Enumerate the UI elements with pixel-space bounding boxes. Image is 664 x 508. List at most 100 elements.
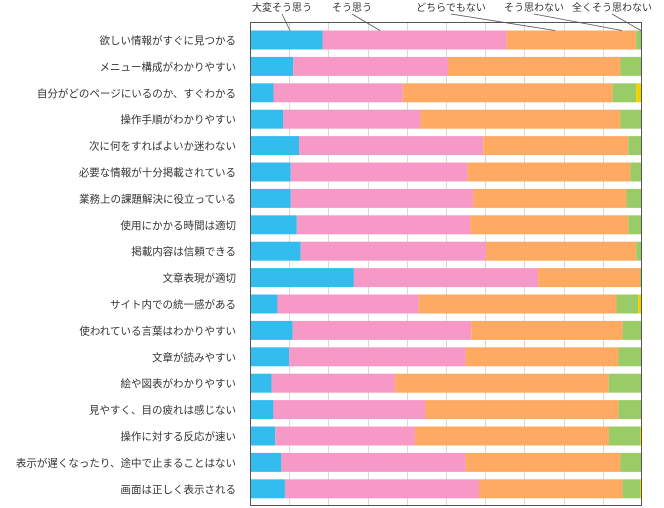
- bar-segment: [418, 294, 617, 314]
- bar-segment: [273, 83, 403, 103]
- bar-segment: [471, 320, 623, 340]
- bar-segment: [250, 452, 282, 472]
- bar-segment: [250, 400, 274, 420]
- category-label: 欲しい情報がすぐに見つかる: [100, 34, 237, 47]
- bar-segment: [300, 241, 486, 261]
- bar-segment: [271, 373, 396, 393]
- bar-segment: [250, 215, 297, 235]
- bar-segment: [506, 30, 637, 50]
- legend-label: どちらでもない: [416, 2, 486, 14]
- bar-segment: [250, 109, 284, 129]
- bar-segment: [636, 83, 642, 103]
- category-label: 次に何をすればよいか迷わない: [89, 140, 236, 153]
- bar-segment: [628, 215, 642, 235]
- category-label: 絵や図表がわかりやすい: [121, 377, 237, 390]
- bar-segment: [250, 347, 290, 367]
- legend-label: 全くそう思わない: [572, 1, 652, 14]
- bar-segment: [620, 109, 642, 129]
- category-label: 操作手順がわかりやすい: [121, 113, 237, 126]
- bar-segment: [250, 56, 294, 76]
- category-label: メニュー構成がわかりやすい: [100, 60, 237, 73]
- bar-segment: [284, 479, 479, 499]
- bar-segment: [420, 109, 621, 129]
- category-labels: 欲しい情報がすぐに見つかるメニュー構成がわかりやすい自分がどのページにいるのか、…: [16, 34, 236, 496]
- legend-leader-line: [450, 13, 556, 31]
- category-label: 文章表現が適切: [163, 272, 237, 285]
- bar-segment: [620, 452, 642, 472]
- bar-segment: [277, 294, 419, 314]
- bar-segment: [425, 400, 619, 420]
- bar-segment: [289, 347, 466, 367]
- bar-segment: [470, 215, 629, 235]
- bar-segment: [626, 188, 642, 208]
- bar-segment: [618, 400, 642, 420]
- bar-segment: [250, 373, 272, 393]
- category-label: 業務上の課題解決に役立っている: [79, 192, 236, 205]
- legend-leader-line: [611, 13, 642, 31]
- category-label: 使用にかかる時間は適切: [121, 219, 237, 232]
- legend-leader-line: [351, 13, 381, 31]
- gridlines: [289, 22, 604, 506]
- bar-segment: [478, 479, 623, 499]
- category-label: 画面は正しく表示される: [121, 483, 237, 496]
- bar-segment: [395, 373, 609, 393]
- bar-segment: [612, 83, 637, 103]
- bar-segment: [638, 294, 642, 314]
- bar-segment: [250, 83, 274, 103]
- category-label: 自分がどのページにいるのか、すぐわかる: [37, 87, 236, 100]
- bar-segment: [414, 426, 610, 446]
- legend: 大変そう思う そう思う どちらでもない そう思わない 全くそう思わない: [252, 1, 652, 31]
- bar-segment: [250, 241, 301, 261]
- bar-segment: [447, 56, 621, 76]
- category-label: 操作に対する反応が速い: [121, 430, 237, 443]
- bar-segment: [283, 109, 421, 129]
- bar-segment: [465, 347, 619, 367]
- legend-label: そう思わない: [504, 2, 564, 14]
- bar-segment: [281, 452, 466, 472]
- bar-segment: [290, 188, 474, 208]
- bar-segment: [485, 241, 637, 261]
- bar-segment: [250, 479, 285, 499]
- category-label: 見やすく、目の疲れは感じない: [89, 404, 236, 417]
- bar-segment: [628, 136, 642, 156]
- bar-segment: [620, 56, 642, 76]
- bar-segment: [275, 426, 415, 446]
- bar-segment: [465, 452, 621, 472]
- bar-segment: [467, 162, 631, 182]
- bar-segment: [538, 268, 641, 288]
- bar-segment: [608, 373, 642, 393]
- bar-segment: [250, 162, 291, 182]
- bar-segment: [636, 30, 642, 50]
- bar-segment: [622, 479, 641, 499]
- bar-segment: [622, 320, 642, 340]
- bar-segment: [293, 56, 448, 76]
- bar-segment: [250, 188, 291, 208]
- category-label: 掲載内容は信頼できる: [131, 245, 236, 258]
- bar-segment: [250, 136, 299, 156]
- plot-border: [250, 22, 642, 506]
- bar-segment: [483, 136, 629, 156]
- bar-segment: [473, 188, 627, 208]
- legend-leader-line: [281, 13, 291, 31]
- category-label: サイト内での統一感がある: [110, 298, 236, 311]
- category-label: 表示が遅くなったり、途中で止まることはない: [16, 456, 236, 469]
- bar-segment: [353, 268, 539, 288]
- legend-label: 大変そう思う: [252, 1, 312, 14]
- bar-segment: [250, 30, 323, 50]
- bar-segment: [322, 30, 507, 50]
- bar-segment: [290, 162, 468, 182]
- bar-segment: [636, 241, 642, 261]
- category-label: 文章が読みやすい: [152, 351, 236, 364]
- bar-segment: [299, 136, 484, 156]
- category-label: 使われている言葉はわかりやすい: [79, 324, 236, 337]
- bars: [250, 30, 642, 499]
- bar-segment: [250, 268, 354, 288]
- bar-segment: [630, 162, 642, 182]
- bar-segment: [402, 83, 613, 103]
- category-label: 必要な情報が十分掲載されている: [79, 166, 236, 179]
- bar-segment: [250, 320, 293, 340]
- bar-segment: [616, 294, 639, 314]
- legend-leader-line: [533, 13, 623, 31]
- legend-label: そう思う: [332, 2, 372, 14]
